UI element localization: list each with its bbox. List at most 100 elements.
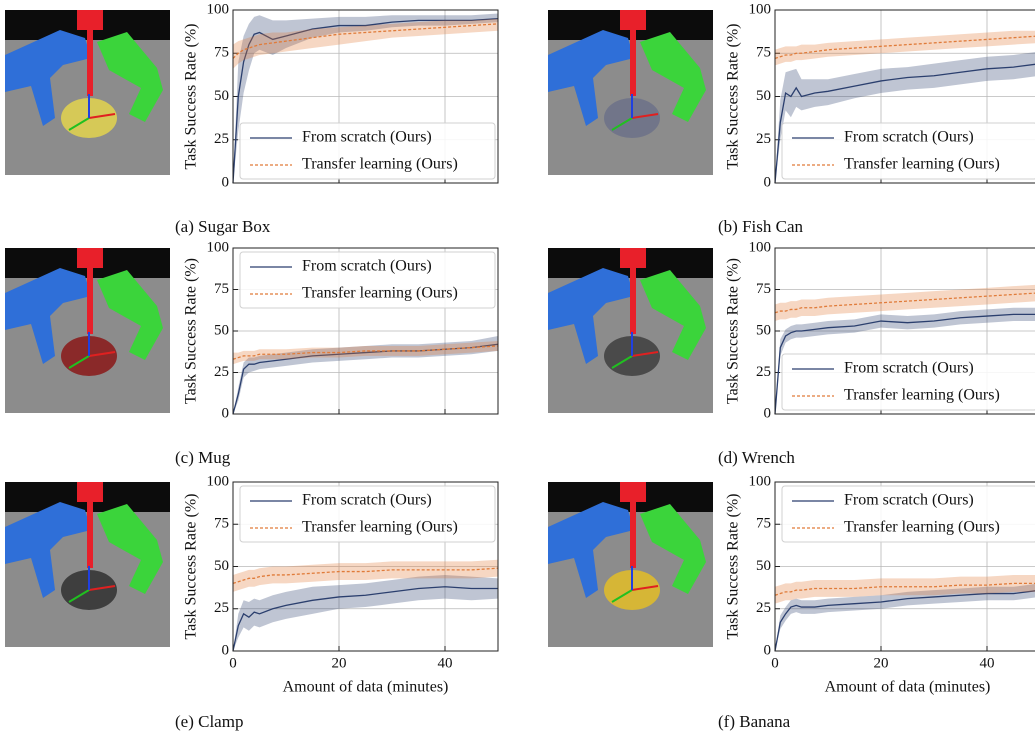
plot-frame [232,481,499,652]
blue-arm [5,502,91,598]
caption: (a) Sugar Box [175,217,271,236]
plot-frame [774,247,1035,415]
plot-frame [774,481,1035,652]
y-tick-label: 0 [222,405,230,421]
legend-label: Transfer learning (Ours) [302,156,458,173]
y-tick-label: 50 [214,558,229,574]
caption: (e) Clamp [175,712,243,731]
y-tick-label: 50 [756,88,771,104]
axis-red [631,113,659,119]
gripper-rod [630,28,636,96]
blue-arm [548,30,634,126]
gripper-top [77,248,103,268]
legend-label: From scratch (Ours) [302,129,432,146]
confidence-band [233,335,498,414]
axis-red [631,585,659,591]
axis-red [88,585,116,591]
legend-label: Transfer learning (Ours) [302,519,458,536]
x-axis-label: Amount of data (minutes) [825,679,991,696]
confidence-band [233,340,498,365]
x-tick-label: 0 [229,655,237,671]
axis-green [611,117,633,131]
series-line [232,18,499,184]
legend-box [781,353,1035,411]
confidence-band [233,18,498,69]
y-tick-label: 25 [214,131,229,147]
legend-box [239,122,496,180]
x-axis-label: Amount of data (minutes) [283,679,449,696]
y-tick-label: 25 [214,600,229,616]
series-line [774,63,1035,184]
y-tick-label: 0 [764,405,772,421]
confidence-band [775,574,1035,604]
legend-label: Transfer learning (Ours) [844,156,1000,173]
axis-green [68,589,90,603]
plot-frame [232,9,499,184]
blue-arm [5,30,91,126]
confidence-band [233,559,498,592]
series-line [774,590,1035,652]
y-tick-label: 25 [214,364,229,380]
series-line [232,343,499,415]
chart: 0 25 50 75 100 0 20 40 From scratch (Ours) Transf… [718,473,1035,731]
x-tick-label: 20 [332,655,347,671]
y-tick-label: 100 [749,239,772,255]
axis-red [631,351,659,357]
y-tick-label: 50 [214,322,229,338]
scene-image [548,482,713,647]
y-tick-label: 100 [207,239,230,255]
y-tick-label: 0 [764,642,772,658]
y-tick-label: 75 [214,516,229,532]
legend-label: From scratch (Ours) [844,129,974,146]
axis-green [68,117,90,131]
scene-image [5,248,170,413]
y-axis-label: Task Success Rate (%) [725,494,742,640]
series-line [774,582,1035,596]
legend-box [781,485,1035,543]
scene-image [5,10,170,175]
green-arm [97,504,163,594]
x-tick-label: 40 [980,655,995,671]
blue-arm [548,268,634,364]
axis-green [611,589,633,603]
scene-image [5,482,170,647]
gripper-top [620,482,646,502]
legend-label: Transfer learning (Ours) [302,285,458,302]
axis-red [88,113,116,119]
y-tick-label: 25 [756,131,771,147]
confidence-band [775,584,1035,651]
legend-box [239,251,496,309]
y-tick-label: 50 [756,558,771,574]
y-tick-label: 0 [764,174,772,190]
series-line [232,23,499,59]
series-line [232,586,498,652]
legend-box [781,122,1035,180]
green-arm [97,270,163,360]
chart: 0 25 50 75 100 From scratch (Ours) Transfer le… [175,239,499,467]
series-line [774,292,1035,314]
y-tick-label: 100 [207,473,230,489]
gripper-top [77,10,103,30]
y-tick-label: 75 [756,45,771,61]
gripper-rod [630,500,636,568]
chart: 0 25 50 75 100 From scratch (Ours) Transfer le… [718,1,1035,236]
y-axis-label: Task Success Rate (%) [725,258,742,404]
green-arm [640,270,706,360]
chart: 0 25 50 75 100 0 20 40 From scratch (Ours) Transf… [175,473,499,731]
y-axis-label: Task Success Rate (%) [183,494,200,640]
series-line [232,567,499,585]
legend-label: From scratch (Ours) [302,258,432,275]
x-tick-label: 0 [771,655,779,671]
caption: (b) Fish Can [718,217,804,236]
gripper-rod [87,28,93,96]
y-axis-label: Task Success Rate (%) [725,24,742,170]
legend-label: Transfer learning (Ours) [844,519,1000,536]
series-line [774,313,1035,415]
confidence-band [775,284,1035,322]
series-line [232,345,499,360]
y-tick-label: 0 [222,642,230,658]
gripper-rod [630,266,636,334]
axis-green [611,355,633,369]
chart: 0 25 50 75 100 From scratch (Ours) Transfer le… [718,239,1035,467]
